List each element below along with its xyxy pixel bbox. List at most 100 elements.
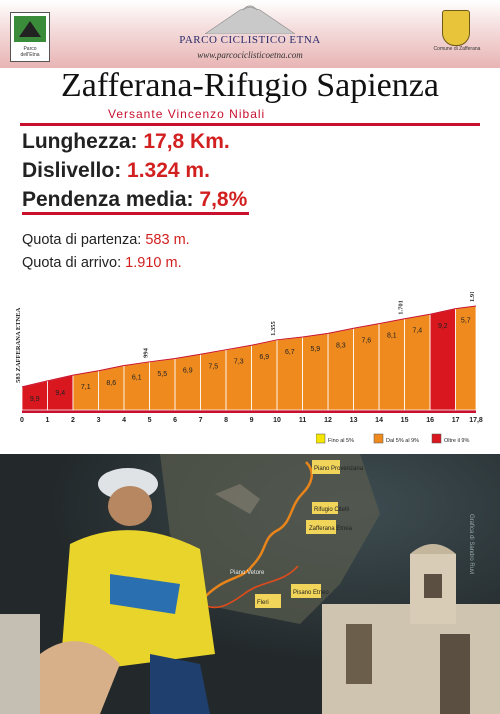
segment-grade-label: 8,6 — [106, 380, 116, 387]
profile-segment — [200, 349, 227, 411]
svg-text:Zafferana Etnea: Zafferana Etnea — [309, 526, 353, 532]
legend-swatch — [373, 433, 384, 444]
x-tick-label: 8 — [224, 417, 228, 424]
x-tick-label: 4 — [122, 417, 126, 424]
route-subtitle: Versante Vincenzo Nibali — [108, 107, 266, 121]
profile-segment — [251, 339, 278, 411]
stat-length-label: Lunghezza: — [22, 130, 138, 153]
segment-grade-label: 7,1 — [81, 384, 91, 391]
legend-label: Dal 5% al 9% — [386, 438, 419, 444]
profile-segment — [225, 344, 252, 411]
legend-swatch — [431, 433, 442, 444]
altitude-annotation: 1.355 — [270, 320, 277, 335]
svg-text:Fleri: Fleri — [257, 600, 269, 606]
segment-grade-label: 6,1 — [132, 375, 142, 382]
x-tick-label: 11 — [299, 417, 307, 424]
altitude-annotation: 1.701 — [398, 300, 405, 315]
route-marker-5: Rifugio Citelli — [312, 502, 349, 514]
profile-segment — [174, 353, 201, 411]
stat-climb-label: Dislivello: — [22, 159, 122, 182]
x-tick-label: 2 — [71, 417, 75, 424]
x-tick-label: 15 — [401, 417, 409, 424]
stat-length: Lunghezza: 17,8 Km. — [22, 130, 230, 154]
x-tick-label: 5 — [148, 417, 152, 424]
stat-climb: Dislivello: 1.324 m. — [22, 159, 210, 183]
segment-grade-label: 9,2 — [438, 323, 448, 330]
legend-swatch — [316, 433, 326, 444]
segment-grade-label: 9,4 — [55, 390, 65, 397]
stat-grade: Pendenza media: 7,8% — [22, 188, 250, 215]
brand-name: PARCO CICLISTICO ETNA — [179, 34, 321, 46]
route-marker-3: Pisano Etneo — [291, 584, 329, 598]
profile-segment — [327, 327, 354, 411]
profile-segment — [302, 332, 329, 411]
segment-grade-label: 6,7 — [285, 349, 295, 356]
route-marker-4: Piano Vetore — [230, 570, 265, 576]
x-tick-label: 1 — [46, 417, 50, 424]
segment-grade-label: 5,9 — [310, 346, 320, 353]
segment-grade-label: 5,5 — [157, 371, 167, 378]
legend-label: Oltre il 9% — [444, 438, 469, 444]
segment-grade-label: 9,9 — [30, 396, 40, 403]
graphic-credit: Grafica di Sandro Ruvi — [468, 514, 474, 574]
x-tick-label: 10 — [273, 417, 281, 424]
segment-grade-label: 7,3 — [234, 359, 244, 366]
park-logo: Parco dell'Etna — [10, 12, 50, 62]
stat-start-value: 583 m. — [145, 232, 190, 248]
stat-length-value: 17,8 Km. — [143, 130, 230, 153]
profile-segment — [149, 358, 176, 411]
segment-grade-label: 7,5 — [208, 363, 218, 370]
map-illustration: Zafferana Etnea Fleri Pisano Etneo Piano… — [0, 454, 500, 714]
altitude-annotation: 583 ZAFFERANA ETNEA — [15, 307, 22, 382]
stat-grade-label: Pendenza media: — [22, 188, 194, 211]
stat-end-label: Quota di arrivo: — [22, 255, 122, 271]
profile-segment — [123, 361, 150, 411]
svg-text:Pisano Etneo: Pisano Etneo — [293, 590, 329, 596]
website-url[interactable]: www.parcociclisticoetna.com — [197, 50, 303, 60]
volcano-logo-icon — [19, 21, 41, 37]
x-tick-label: 7 — [199, 417, 203, 424]
svg-text:Piano Vetore: Piano Vetore — [230, 570, 265, 576]
route-line — [199, 461, 314, 603]
x-tick-label: 3 — [97, 417, 101, 424]
stat-climb-value: 1.324 m. — [127, 159, 210, 182]
crest-caption: Comune di Zafferana — [433, 46, 481, 52]
svg-text:Rifugio Citelli: Rifugio Citelli — [314, 507, 349, 513]
x-tick-label: 12 — [324, 417, 332, 424]
x-tick-label: 17 — [452, 417, 460, 424]
segment-grade-label: 6,9 — [183, 367, 193, 374]
route-marker-1: Zafferana Etnea — [306, 520, 353, 534]
stat-start: Quota di partenza: 583 m. — [22, 231, 190, 249]
stat-end: Quota di arrivo: 1.910 m. — [22, 254, 182, 272]
segment-grade-label: 6,9 — [259, 354, 269, 361]
segment-grade-label: 8,3 — [336, 342, 346, 349]
segment-grade-label: 7,6 — [361, 337, 371, 344]
x-tick-label: 14 — [375, 417, 383, 424]
profile-outline — [21, 305, 477, 388]
title-divider — [20, 123, 480, 126]
stat-grade-value: 7,8% — [199, 188, 248, 211]
segment-grade-label: 7,4 — [412, 328, 422, 335]
elevation-profile-chart: 9,9 9,4 7,1 8,6 6,1 5,5 6,9 7,5 7,3 6,9 6,7 5,9 8,3 7… — [15, 292, 483, 424]
volcano-icon — [205, 5, 295, 34]
segment-grade-label: 8,1 — [387, 333, 397, 340]
cyclist-figure — [20, 468, 215, 714]
stat-end-value: 1.910 m. — [125, 255, 182, 271]
x-tick-label: 17,8 — [469, 417, 483, 424]
route-marker-2: Fleri — [255, 594, 281, 608]
route-map-photo: Zafferana Etnea Fleri Pisano Etneo Piano… — [0, 454, 500, 714]
segment-grade-label: 5,7 — [461, 318, 471, 325]
x-tick-label: 0 — [20, 417, 24, 424]
logo-text: Parco dell'Etna — [20, 46, 40, 58]
profile-base-strip — [22, 410, 476, 413]
legend-label: Fino al 5% — [328, 438, 354, 444]
route-marker-6: Piano Provenzana — [312, 460, 364, 474]
x-tick-label: 16 — [426, 417, 434, 424]
town-crest-icon — [442, 10, 470, 46]
x-tick-label: 6 — [173, 417, 177, 424]
route-title: Zafferana-Rifugio Sapienza — [61, 67, 439, 104]
stat-start-label: Quota di partenza: — [22, 232, 142, 248]
altitude-annotation: 994 — [143, 347, 150, 358]
church-facade — [0, 544, 500, 714]
